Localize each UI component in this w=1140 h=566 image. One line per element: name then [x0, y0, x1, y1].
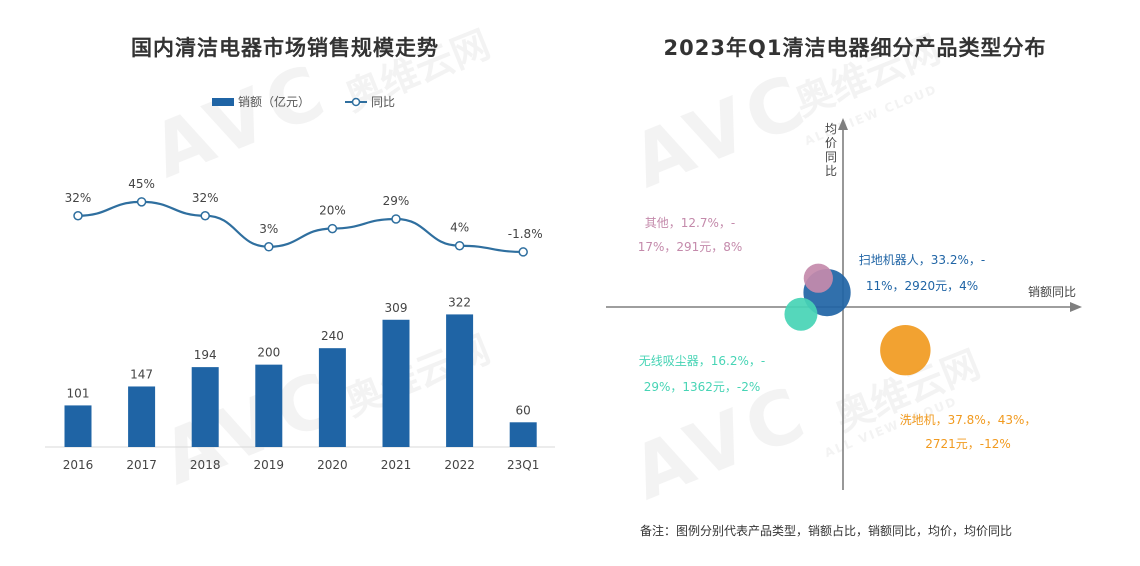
- legend-label-sales: 销额（亿元）: [238, 94, 310, 109]
- bar-label-23Q1: 60: [516, 403, 531, 417]
- bubble-label-洗地机-line2: 2721元，-12%: [925, 437, 1011, 451]
- yoy-label-2021: 29%: [383, 194, 410, 208]
- bubble-label-扫地机器人-line1: 扫地机器人，33.2%，-: [859, 253, 985, 267]
- bar-label-2021: 309: [385, 301, 408, 315]
- bar-label-2018: 194: [194, 348, 217, 362]
- bar-2021: [382, 319, 410, 447]
- yoy-point-2016: [73, 211, 83, 221]
- yoy-point-2020: [327, 223, 338, 234]
- bar-2016: [64, 405, 92, 447]
- yoy-point-2018: [200, 211, 210, 221]
- y-axis-label: 均价同比: [825, 122, 837, 178]
- legend-label-yoy: 同比: [371, 95, 395, 109]
- sales-trend-panel: 国内清洁电器市场销售规模走势 销额（亿元） 同比 101 2016 147 2017 194…: [45, 36, 555, 472]
- bubble-洗地机: [880, 324, 931, 376]
- bubble-label-无线吸尘器-line1: 无线吸尘器，16.2%，-: [639, 354, 765, 368]
- bar-2020: [318, 348, 346, 447]
- yoy-label-2018: 32%: [192, 191, 219, 205]
- x-axis-label: 销额同比: [1028, 285, 1076, 299]
- x-axis-arrow: [1070, 302, 1082, 312]
- yoy-line: [77, 200, 524, 254]
- yoy-point-2019: [264, 242, 274, 252]
- yoy-label-2019: 3%: [259, 222, 278, 236]
- segment-distribution-title: 2023年Q1清洁电器细分产品类型分布: [663, 36, 1047, 60]
- legend-swatch-sales: [212, 98, 234, 106]
- yoy-label-2017: 45%: [128, 177, 155, 191]
- bar-2018: [191, 367, 219, 447]
- yoy-label-2020: 20%: [319, 204, 346, 218]
- bar-label-2019: 200: [257, 346, 280, 360]
- chart-note: 备注：图例分别代表产品类型，销额占比，销额同比，均价，均价同比: [640, 524, 1013, 538]
- x-tick-2021: 2021: [381, 458, 412, 472]
- bar-2022: [446, 314, 474, 447]
- x-tick-2018: 2018: [190, 458, 221, 472]
- x-tick-2020: 2020: [317, 458, 348, 472]
- y-axis-arrow: [838, 118, 848, 130]
- legend: 销额（亿元） 同比: [212, 94, 395, 109]
- yoy-label-2016: 32%: [65, 191, 92, 205]
- x-tick-2019: 2019: [254, 458, 285, 472]
- sales-trend-title: 国内清洁电器市场销售规模走势: [131, 36, 439, 60]
- x-tick-2022: 2022: [444, 458, 475, 472]
- bar-label-2022: 322: [448, 295, 471, 309]
- bar-label-2017: 147: [130, 367, 153, 381]
- yoy-point-23Q1: [518, 247, 528, 257]
- yoy-point-2021: [391, 214, 401, 224]
- bubble-label-其他-line2: 17%，291元，8%: [638, 240, 743, 254]
- bubble-label-无线吸尘器-line2: 29%，1362元，-2%: [644, 380, 761, 394]
- x-tick-2017: 2017: [126, 458, 157, 472]
- legend-marker-yoy: [351, 97, 361, 107]
- yoy-point-2022: [454, 240, 465, 251]
- bar-2017: [128, 386, 156, 447]
- x-tick-2016: 2016: [63, 458, 94, 472]
- yoy-point-2017: [136, 197, 147, 207]
- bubble-label-其他-line1: 其他，12.7%，-: [645, 216, 735, 230]
- bubble-无线吸尘器: [784, 297, 818, 331]
- segment-distribution-panel: 2023年Q1清洁电器细分产品类型分布 销额同比 均价同比其他，12.7%，- 17…: [570, 0, 1140, 566]
- bubble-label-扫地机器人-line2: 11%，2920元，4%: [866, 279, 978, 293]
- x-tick-23Q1: 23Q1: [507, 458, 539, 472]
- bar-2019: [255, 364, 283, 447]
- bubble-label-洗地机-line1: 洗地机，37.8%，43%，: [900, 413, 1037, 427]
- bar-label-2016: 101: [67, 386, 90, 400]
- bar-23Q1: [509, 422, 537, 447]
- bubble-其他: [803, 263, 833, 293]
- yoy-label-23Q1: -1.8%: [508, 227, 543, 241]
- sales-trend-chart: 销额（亿元） 同比 101 2016 147 2017 194 2018 200 2019 240 2…: [45, 94, 555, 472]
- bar-label-2020: 240: [321, 329, 344, 343]
- yoy-label-2022: 4%: [450, 221, 469, 235]
